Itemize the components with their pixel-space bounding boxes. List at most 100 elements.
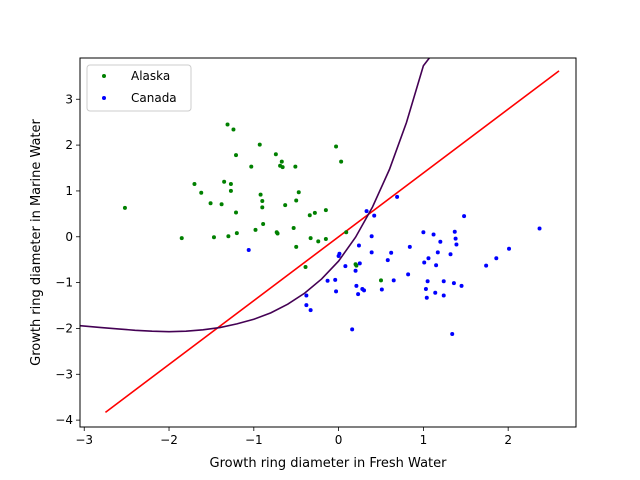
point-alaska <box>234 210 239 215</box>
point-alaska <box>334 144 339 149</box>
point-canada <box>434 263 439 268</box>
y-tick-label: −1 <box>55 276 73 290</box>
point-canada <box>423 287 428 292</box>
point-canada <box>364 209 369 214</box>
point-canada <box>395 194 400 199</box>
point-alaska <box>279 159 284 164</box>
point-canada <box>459 283 464 288</box>
x-tick-label: −2 <box>160 433 178 447</box>
point-alaska <box>219 202 224 207</box>
point-canada <box>422 260 427 265</box>
point-canada <box>494 256 499 261</box>
point-alaska <box>122 205 127 210</box>
point-canada <box>353 268 358 273</box>
curves-layer <box>80 58 560 413</box>
point-alaska <box>339 159 344 164</box>
point-canada <box>407 244 412 249</box>
point-canada <box>369 250 374 255</box>
point-alaska <box>323 237 328 242</box>
x-tick-label: −3 <box>75 433 93 447</box>
point-alaska <box>316 239 321 244</box>
point-alaska <box>273 152 278 157</box>
point-alaska <box>226 234 231 239</box>
x-axis-label: Growth ring diameter in Fresh Water <box>210 456 448 471</box>
point-canada <box>350 327 355 332</box>
point-canada <box>425 279 430 284</box>
x-tick-label: 0 <box>335 433 343 447</box>
point-alaska <box>260 205 265 210</box>
point-canada <box>424 295 429 300</box>
point-canada <box>334 289 339 294</box>
point-canada <box>379 287 384 292</box>
point-canada <box>369 234 374 239</box>
point-canada <box>421 230 426 235</box>
point-canada <box>356 243 361 248</box>
point-canada <box>462 214 467 219</box>
point-alaska <box>354 263 359 268</box>
decision-curve <box>80 58 430 333</box>
point-alaska <box>192 182 197 187</box>
point-alaska <box>312 210 317 215</box>
point-alaska <box>228 188 233 193</box>
point-canada <box>362 288 367 293</box>
point-alaska <box>296 190 301 195</box>
point-alaska <box>199 190 204 195</box>
y-tick-label: −2 <box>55 321 73 335</box>
point-alaska <box>323 208 328 213</box>
point-alaska <box>228 182 233 187</box>
point-canada <box>372 213 377 218</box>
legend-label-canada: Canada <box>131 91 177 105</box>
point-canada <box>537 226 542 231</box>
point-canada <box>343 264 348 269</box>
y-tick-label: 1 <box>65 184 73 198</box>
series-canada <box>246 194 542 336</box>
point-alaska <box>234 153 239 158</box>
x-axis-ticks: −3 −2 −1 0 1 2 <box>75 427 512 447</box>
point-canada <box>333 277 338 282</box>
y-axis-ticks: −4 −3 −2 −1 0 1 2 3 <box>55 92 80 427</box>
point-canada <box>454 242 459 247</box>
point-alaska <box>303 265 308 270</box>
point-canada <box>448 252 453 257</box>
point-alaska <box>222 179 227 184</box>
point-canada <box>453 236 458 241</box>
point-alaska <box>294 244 299 249</box>
x-tick-label: 1 <box>420 433 428 447</box>
point-canada <box>304 293 309 298</box>
point-canada <box>451 281 456 286</box>
point-canada <box>246 248 251 253</box>
points-layer <box>122 122 542 336</box>
point-canada <box>433 290 438 295</box>
series-alaska <box>122 122 383 283</box>
point-canada <box>452 229 457 234</box>
point-canada <box>450 331 455 336</box>
decision-line <box>104 70 560 413</box>
point-canada <box>337 251 342 256</box>
point-canada <box>357 261 362 266</box>
point-canada <box>438 239 443 244</box>
point-canada <box>441 279 446 284</box>
point-canada <box>426 256 431 261</box>
point-alaska <box>234 231 239 236</box>
y-tick-label: 0 <box>65 230 73 244</box>
point-alaska <box>208 201 213 206</box>
legend-label-alaska: Alaska <box>131 69 170 83</box>
point-alaska <box>308 236 313 241</box>
point-canada <box>431 232 436 237</box>
point-canada <box>441 293 446 298</box>
point-alaska <box>344 230 349 235</box>
y-tick-label: −4 <box>55 413 73 427</box>
y-tick-label: −3 <box>55 367 73 381</box>
point-alaska <box>275 231 280 236</box>
point-alaska <box>253 227 258 232</box>
point-alaska <box>261 221 266 226</box>
point-alaska <box>258 192 263 197</box>
point-canada <box>391 278 396 283</box>
point-canada <box>385 258 390 263</box>
point-alaska <box>179 236 184 241</box>
legend: Alaska Canada <box>86 64 192 112</box>
point-canada <box>356 292 361 297</box>
point-canada <box>304 303 309 308</box>
x-tick-label: −1 <box>245 433 263 447</box>
